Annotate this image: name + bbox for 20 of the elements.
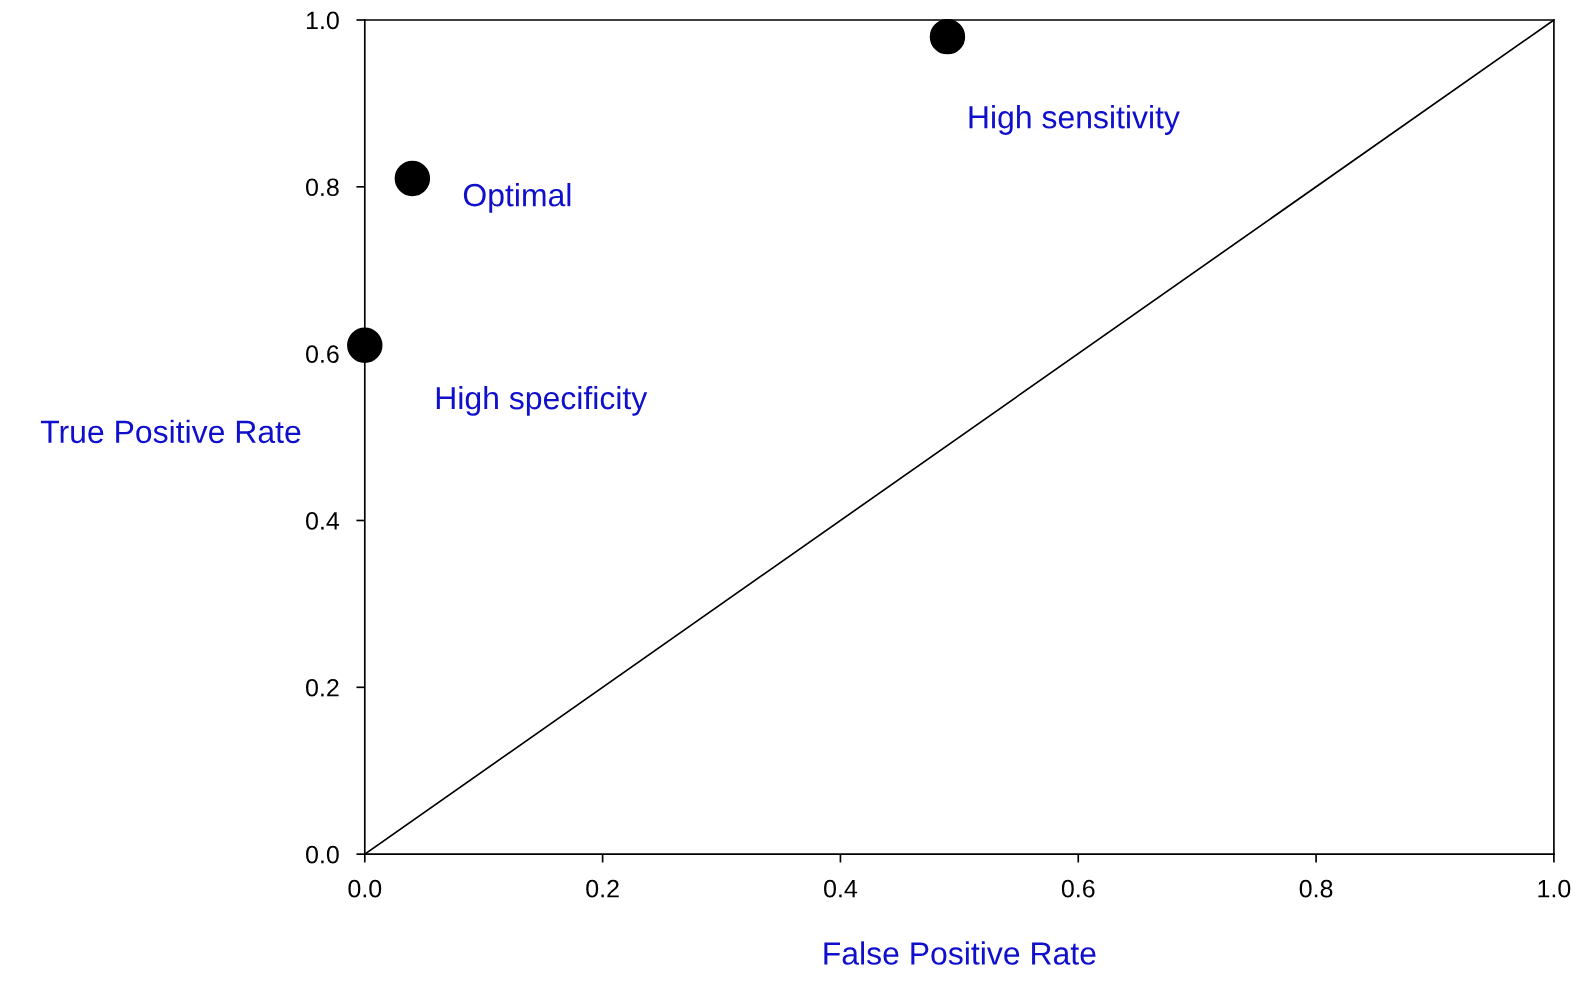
y-tick-label: 0.8 bbox=[306, 178, 339, 197]
y-tick-label: 0.4 bbox=[306, 512, 340, 530]
y-axis-title: True Positive Rate bbox=[40, 419, 301, 444]
y-tick-label: 0.6 bbox=[306, 345, 339, 363]
x-tick-label: 0.0 bbox=[348, 879, 382, 898]
annotation: High specificity bbox=[436, 385, 648, 416]
y-tick-label: 1.0 bbox=[306, 11, 339, 30]
x-tick-label: 1.0 bbox=[1538, 879, 1571, 898]
x-axis-title: False Positive Rate bbox=[824, 941, 1096, 965]
x-tick-label: 0.2 bbox=[586, 879, 619, 898]
y-tick-label: 0.0 bbox=[306, 845, 339, 864]
y-tick-label: 0.2 bbox=[306, 678, 339, 697]
x-tick-label: 0.8 bbox=[1299, 879, 1333, 898]
point bbox=[929, 18, 966, 55]
annotation: High sensitivity bbox=[969, 105, 1180, 135]
x-tick-label: 0.6 bbox=[1061, 879, 1095, 898]
point bbox=[347, 327, 383, 364]
x-tick-label: 0.4 bbox=[824, 879, 858, 898]
point bbox=[394, 160, 431, 197]
annotation: Optimal bbox=[463, 183, 571, 213]
